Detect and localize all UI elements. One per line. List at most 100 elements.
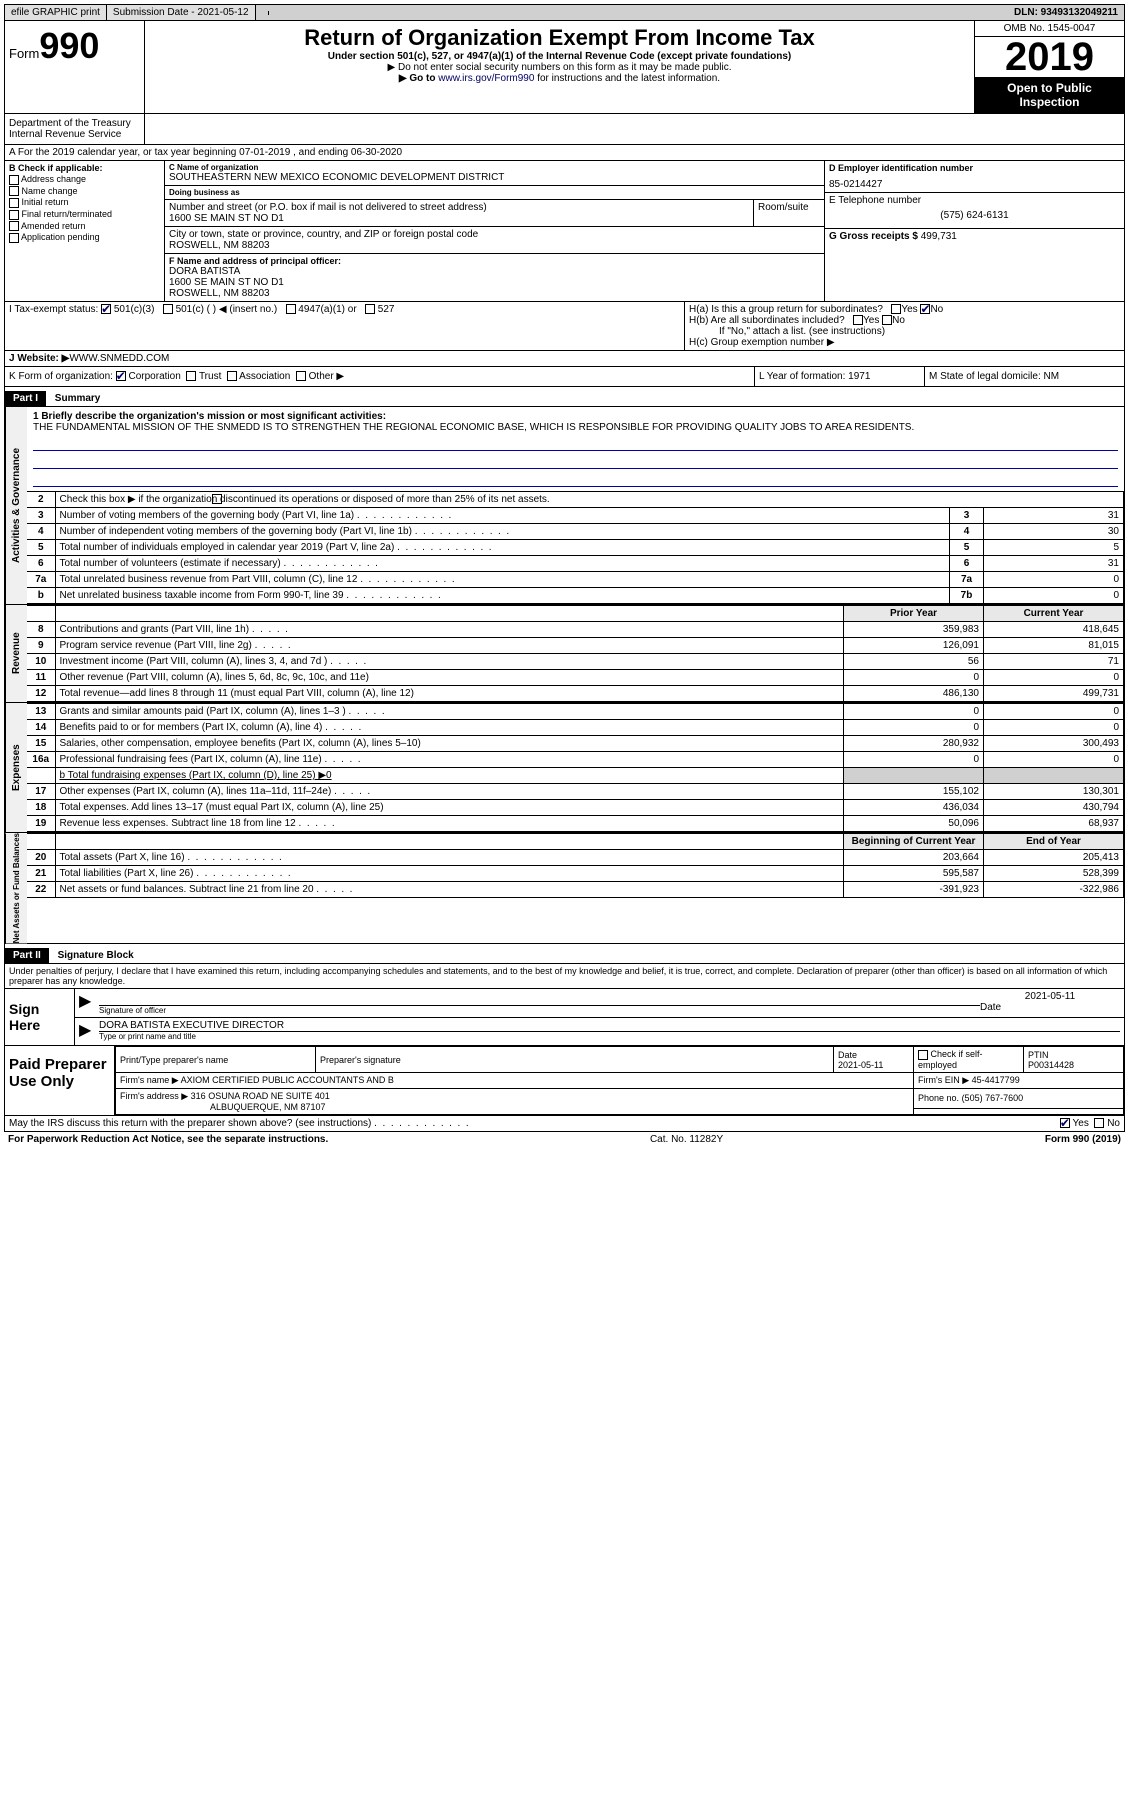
part2-badge: Part II bbox=[5, 948, 49, 963]
chk-label: Amended return bbox=[21, 221, 86, 231]
paid-preparer-label: Paid Preparer Use Only bbox=[5, 1046, 115, 1115]
discuss-yes[interactable] bbox=[1060, 1118, 1070, 1128]
row-19: 19Revenue less expenses. Subtract line 1… bbox=[27, 816, 1124, 832]
hb-yes[interactable] bbox=[853, 315, 863, 325]
opt-corp: Corporation bbox=[129, 371, 181, 382]
irs-link[interactable]: www.irs.gov/Form990 bbox=[438, 73, 534, 84]
org-name-label: C Name of organization bbox=[169, 163, 820, 172]
firm-phone-label: Phone no. bbox=[918, 1093, 959, 1103]
vert-revenue: Revenue bbox=[5, 605, 27, 702]
part1-ag-section: Activities & Governance 1 Briefly descri… bbox=[4, 407, 1125, 605]
q2-text: Check this box ▶ if the organization dis… bbox=[60, 494, 550, 505]
net-table: Beginning of Current YearEnd of Year 20T… bbox=[27, 833, 1124, 898]
h-section: I Tax-exempt status: 501(c)(3) 501(c) ( … bbox=[4, 302, 1125, 351]
prep-sig-label: Preparer's signature bbox=[316, 1047, 834, 1073]
opt-4947: 4947(a)(1) or bbox=[298, 304, 356, 315]
vert-activities: Activities & Governance bbox=[5, 407, 27, 604]
sig-officer-label: Signature of officer bbox=[99, 1005, 980, 1015]
yes-label: Yes bbox=[863, 315, 879, 326]
hb-no[interactable] bbox=[882, 315, 892, 325]
col-b-checkboxes: B Check if applicable: Address change Na… bbox=[5, 161, 165, 301]
line-a-tax-year: A For the 2019 calendar year, or tax yea… bbox=[4, 145, 1125, 161]
chk-initial-return[interactable]: Initial return bbox=[9, 197, 160, 208]
chk-other[interactable] bbox=[296, 371, 306, 381]
row-13: 13Grants and similar amounts paid (Part … bbox=[27, 704, 1124, 720]
part1-header-row: Part I Summary bbox=[4, 387, 1125, 407]
chk-corp[interactable] bbox=[116, 371, 126, 381]
ein-label: D Employer identification number bbox=[829, 163, 1120, 173]
form-word: Form bbox=[9, 46, 39, 61]
no-label: No bbox=[1107, 1118, 1120, 1129]
part2-title: Signature Block bbox=[52, 950, 134, 961]
dept-line1: Department of the Treasury bbox=[9, 118, 140, 129]
prep-row2: Firm's name ▶ AXIOM CERTIFIED PUBLIC ACC… bbox=[116, 1073, 1124, 1089]
sign-here-label: Sign Here bbox=[5, 989, 75, 1045]
tax-status-label: I Tax-exempt status: bbox=[9, 304, 98, 315]
ha-yes[interactable] bbox=[891, 304, 901, 314]
chk-trust[interactable] bbox=[186, 371, 196, 381]
no-label: No bbox=[930, 304, 943, 315]
typed-name: DORA BATISTA EXECUTIVE DIRECTOR bbox=[99, 1020, 1120, 1031]
vert-netassets: Net Assets or Fund Balances bbox=[5, 833, 27, 943]
blank-line bbox=[33, 437, 1118, 451]
exp-table: 13Grants and similar amounts paid (Part … bbox=[27, 703, 1124, 832]
chk-final-return[interactable]: Final return/terminated bbox=[9, 209, 160, 220]
mission-text: THE FUNDAMENTAL MISSION OF THE SNMEDD IS… bbox=[33, 422, 1118, 433]
topbar-spacer bbox=[256, 11, 269, 15]
officer-sig-line: ▶ Signature of officer 2021-05-11Date bbox=[75, 989, 1124, 1018]
street-box: Number and street (or P.O. box if mail i… bbox=[165, 200, 824, 227]
chk-label: Final return/terminated bbox=[22, 209, 113, 219]
chk-label: Name change bbox=[22, 186, 78, 196]
efile-print-btn[interactable]: efile GRAPHIC print bbox=[5, 5, 107, 20]
main-info-block: B Check if applicable: Address change Na… bbox=[4, 161, 1125, 302]
row-7a: 7aTotal unrelated business revenue from … bbox=[27, 572, 1124, 588]
dept-line2: Internal Revenue Service bbox=[9, 129, 140, 140]
chk-amended[interactable]: Amended return bbox=[9, 221, 160, 232]
opt-trust: Trust bbox=[199, 371, 221, 382]
firm-name: AXIOM CERTIFIED PUBLIC ACCOUNTANTS AND B bbox=[181, 1075, 394, 1085]
chk-501c3[interactable] bbox=[101, 304, 111, 314]
chk-self-employed[interactable] bbox=[918, 1050, 928, 1060]
ha-no[interactable] bbox=[920, 304, 930, 314]
inspection-badge: Open to Public Inspection bbox=[975, 77, 1124, 113]
suite-label: Room/suite bbox=[758, 202, 820, 213]
row-7b: bNet unrelated business taxable income f… bbox=[27, 588, 1124, 604]
row-20: 20Total assets (Part X, line 16)203,6642… bbox=[27, 850, 1124, 866]
chk-assoc[interactable] bbox=[227, 371, 237, 381]
typed-label: Type or print name and title bbox=[99, 1031, 1120, 1041]
discuss-no[interactable] bbox=[1094, 1118, 1104, 1128]
header: Form990 Return of Organization Exempt Fr… bbox=[4, 21, 1125, 114]
row-11: 11Other revenue (Part VIII, column (A), … bbox=[27, 670, 1124, 686]
phone-label: E Telephone number bbox=[829, 195, 1120, 206]
firm-phone: (505) 767-7600 bbox=[962, 1093, 1024, 1103]
preparer-table: Print/Type preparer's name Preparer's si… bbox=[115, 1046, 1124, 1115]
chk-4947[interactable] bbox=[286, 304, 296, 314]
dept-treasury: Department of the Treasury Internal Reve… bbox=[5, 114, 145, 144]
street-value: 1600 SE MAIN ST NO D1 bbox=[169, 213, 749, 224]
ein-value: 85-0214427 bbox=[829, 173, 1120, 190]
prep-name-label: Print/Type preparer's name bbox=[116, 1047, 316, 1073]
net-header: Beginning of Current YearEnd of Year bbox=[27, 834, 1124, 850]
chk-527[interactable] bbox=[365, 304, 375, 314]
prep-row3: Firm's address ▶ 316 OSUNA ROAD NE SUITE… bbox=[116, 1089, 1124, 1109]
ptin-label: PTIN bbox=[1028, 1050, 1119, 1060]
ein-box: D Employer identification number 85-0214… bbox=[825, 161, 1124, 193]
opt-assoc: Association bbox=[239, 371, 290, 382]
chk-discontinued[interactable] bbox=[212, 494, 222, 504]
gross-label: G Gross receipts $ bbox=[829, 231, 918, 242]
chk-501c[interactable] bbox=[163, 304, 173, 314]
row-21: 21Total liabilities (Part X, line 26)595… bbox=[27, 866, 1124, 882]
goto-suffix: for instructions and the latest informat… bbox=[534, 73, 720, 84]
row-4: 4Number of independent voting members of… bbox=[27, 524, 1124, 540]
ptin-value: P00314428 bbox=[1028, 1060, 1119, 1070]
cat-no: Cat. No. 11282Y bbox=[328, 1134, 1045, 1145]
tax-year: 2019 bbox=[975, 37, 1124, 77]
part1-badge: Part I bbox=[5, 391, 46, 406]
no-label: No bbox=[892, 315, 905, 326]
chk-name-change[interactable]: Name change bbox=[9, 186, 160, 197]
chk-address-change[interactable]: Address change bbox=[9, 174, 160, 185]
blank-line bbox=[33, 455, 1118, 469]
prep-date: 2021-05-11 bbox=[838, 1060, 909, 1070]
paperwork-notice: For Paperwork Reduction Act Notice, see … bbox=[8, 1134, 328, 1145]
chk-app-pending[interactable]: Application pending bbox=[9, 232, 160, 243]
